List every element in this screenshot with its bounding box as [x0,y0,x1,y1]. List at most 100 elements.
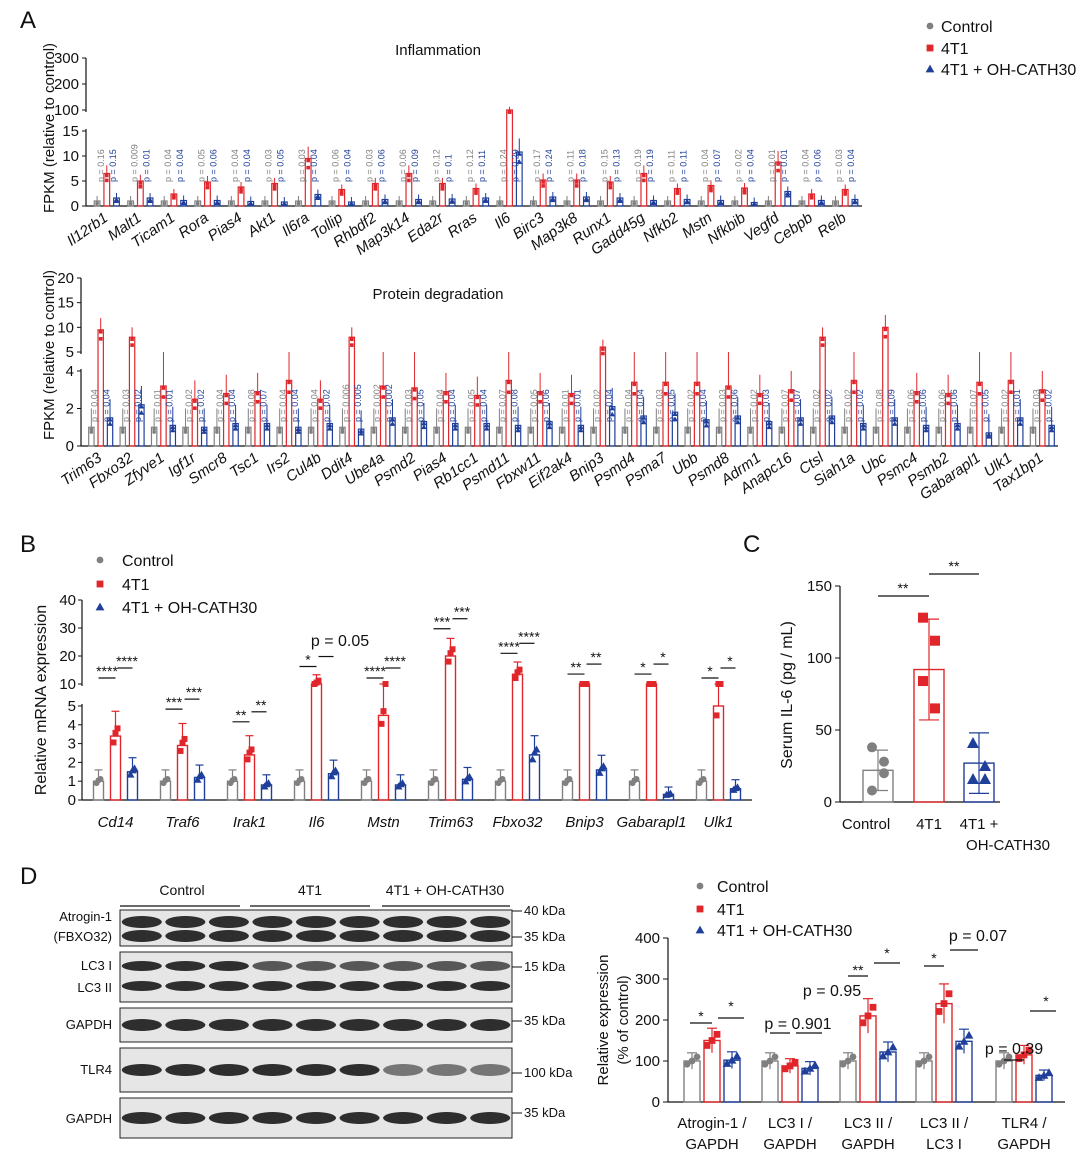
data-point [623,427,627,432]
blot-group-label: 4T1 + OH-CATH30 [386,882,505,898]
data-point [874,427,878,432]
data-point [726,395,731,399]
data-point [246,749,253,756]
data-point [138,410,145,415]
category-label: OH-CATH30 [966,837,1050,854]
p-value-label: p = 0.29 [511,149,521,182]
category-label: Gabarapl1 [616,814,686,831]
data-point [179,739,186,746]
data-point [130,343,134,347]
blot-band [121,1064,162,1076]
blot-band [295,916,337,928]
data-point [954,426,961,431]
data-point [633,775,640,782]
data-point [684,199,690,205]
y-tick-label: 0 [66,438,74,455]
data-point [113,198,120,203]
p-value-label: p = 0.04 [801,149,811,182]
data-point [930,703,940,714]
blot-band [121,961,162,971]
data-point [397,201,401,206]
data-point [295,426,302,432]
data-point [372,427,376,432]
data-point [381,386,385,390]
data-point [784,192,791,198]
p-value-label: p = 0.11 [678,150,688,182]
data-point [748,430,753,434]
p-value-label: p = 0.09 [886,389,896,422]
data-point [382,199,388,205]
data-point [130,764,139,772]
p-value-label: p = 0.006 [341,384,351,422]
legend-label: 4T1 [122,577,150,594]
y-axis-title: (% of control) [615,975,632,1064]
category-label: Relb [814,209,849,241]
p-value-label: p = 0.06 [398,149,408,182]
blot-band [252,1019,293,1031]
bar [645,683,658,801]
data-point [239,187,243,191]
category-label: Akt1 [244,209,279,241]
data-point [766,201,771,206]
significance-label: **** [96,663,118,679]
significance-label: ** [853,962,864,978]
blot-band [426,1112,467,1124]
data-point [295,429,302,434]
data-point [849,1053,857,1061]
data-point [632,201,636,206]
data-point [263,201,267,206]
data-point [617,198,623,203]
legend-marker [95,602,105,611]
blot-band [426,916,467,928]
category-label: Nfkbib [704,209,749,247]
data-point [95,201,99,206]
data-point [447,650,454,657]
data-point [879,756,889,767]
blot-band [339,961,380,971]
p-value-label: p = 0.13 [611,149,621,182]
p-value-label: p = 0.002 [372,384,382,422]
panel-label-a: A [20,7,36,34]
p-value-label: p = 0.11 [566,150,576,182]
data-point [713,1030,721,1038]
data-point [277,430,282,434]
bar [444,655,457,801]
kda-label: 35 kDa [524,1013,566,1028]
data-point [800,1066,810,1075]
data-point [538,399,542,404]
data-point [389,421,396,426]
p-value-label: p = 0.02 [1043,389,1053,422]
legend-marker [96,556,104,564]
data-point [967,772,979,784]
data-point [318,399,323,403]
data-point [761,1060,769,1068]
data-point [287,390,291,395]
data-point [389,417,396,422]
data-point [412,396,417,401]
blot-band [121,916,162,928]
data-point [758,393,762,398]
data-point [789,389,794,394]
data-point [373,187,378,191]
data-point [330,201,334,206]
blot-row-label: GAPDH [66,1111,112,1126]
data-point [412,388,417,392]
data-point [842,427,847,432]
data-point [546,424,553,430]
blot-row-label: Atrogin-1 [59,909,112,924]
blot-band [339,1019,380,1031]
data-point [842,430,847,434]
y-axis-title: FPKM (relative to control) [41,43,58,213]
category-label: LC3 II / [844,1115,893,1132]
legend-marker [926,44,934,52]
data-point [183,430,188,434]
p-value-label: p = 0.11 [666,150,676,182]
category-label: Cul4b [283,449,325,485]
category-label: Tsc1 [227,449,262,481]
data-point [665,201,670,206]
p-value-label: p = 0.17 [532,149,542,182]
data-point [107,421,113,426]
data-point [733,783,742,791]
p-value-label: p = 0.04 [227,389,237,422]
data-point [883,327,888,332]
